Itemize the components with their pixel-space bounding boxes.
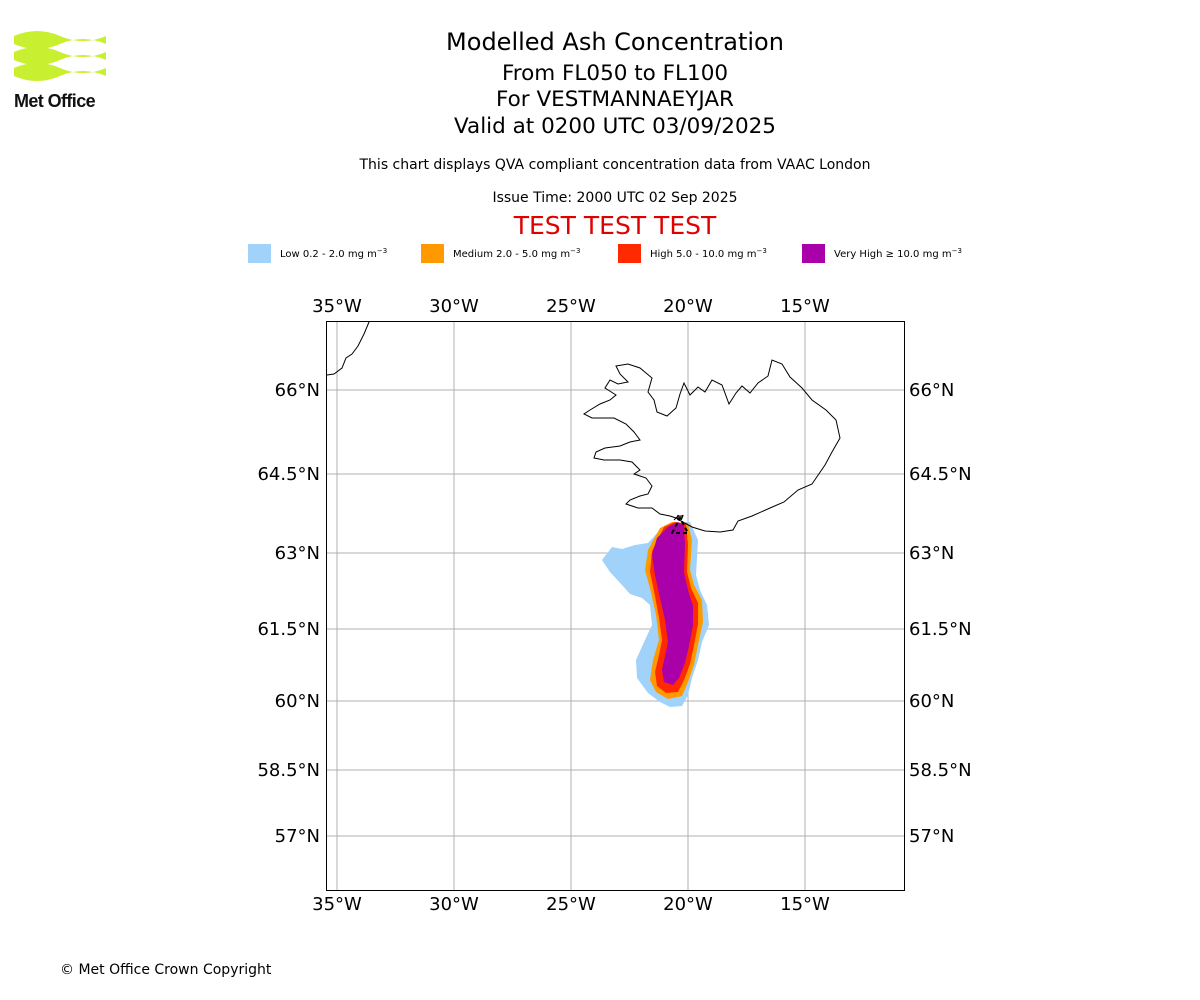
lon-label-top: 15°W (780, 296, 830, 317)
map-grid (327, 322, 904, 890)
lon-label-bottom: 35°W (312, 894, 362, 915)
map-frame (326, 321, 905, 891)
longitude-labels-bottom: 35°W 30°W 25°W 20°W 15°W (312, 894, 830, 915)
legend-swatch-low (248, 244, 271, 263)
lon-label-top: 20°W (663, 296, 713, 317)
lon-label-top: 35°W (312, 296, 362, 317)
lat-label-right: 64.5°N (909, 464, 972, 485)
flight-levels: From FL050 to FL100 (501, 61, 729, 86)
lat-label-left: 60°N (275, 691, 320, 712)
chart-header: Modelled Ash Concentration From FL050 to… (315, 0, 915, 240)
valid-time: Valid at 0200 UTC 03/09/2025 (453, 114, 776, 139)
logo-text: Met Office (14, 91, 96, 111)
lon-label-top: 30°W (429, 296, 479, 317)
lon-label-bottom: 15°W (780, 894, 830, 915)
lat-label-left: 58.5°N (257, 760, 320, 781)
met-office-logo: Met Office (14, 28, 110, 114)
chart-description: This chart displays QVA compliant concen… (359, 157, 871, 173)
lon-label-top: 25°W (546, 296, 596, 317)
legend-swatch-very-high (802, 244, 825, 263)
copyright-notice: © Met Office Crown Copyright (60, 962, 272, 978)
legend-exponent: −3 (376, 247, 388, 255)
iceland-coast (583, 359, 841, 533)
met-office-waves-icon (14, 31, 106, 81)
latitude-labels-left: 66°N 64.5°N 63°N 61.5°N 60°N 58.5°N 57°N (257, 380, 320, 847)
legend-label-high: High 5.0 - 10.0 mg m (650, 249, 757, 260)
lat-label-left: 64.5°N (257, 464, 320, 485)
issue-time: Issue Time: 2000 UTC 02 Sep 2025 (492, 190, 738, 206)
legend-exponent: −3 (756, 247, 767, 255)
lat-label-right: 57°N (909, 826, 954, 847)
legend-label-very-high: Very High ≥ 10.0 mg m (834, 249, 952, 260)
ash-very-high-area (652, 522, 693, 685)
lat-label-right: 63°N (909, 543, 954, 564)
lat-label-left: 57°N (275, 826, 320, 847)
lat-label-right: 60°N (909, 691, 954, 712)
chart-title: Modelled Ash Concentration (446, 28, 784, 56)
lat-label-left: 66°N (275, 380, 320, 401)
lon-label-bottom: 30°W (429, 894, 479, 915)
legend-exponent: −3 (951, 247, 962, 255)
lat-label-right: 61.5°N (909, 619, 972, 640)
lon-label-bottom: 20°W (663, 894, 713, 915)
legend-exponent: −3 (570, 247, 581, 255)
greenland-coast (326, 321, 370, 376)
volcano-icon (670, 514, 690, 534)
latitude-labels-right: 66°N 64.5°N 63°N 61.5°N 60°N 58.5°N 57°N (909, 380, 972, 847)
lat-label-right: 66°N (909, 380, 954, 401)
volcano-name: For VESTMANNAEYJAR (496, 87, 734, 112)
lat-label-right: 58.5°N (909, 760, 972, 781)
legend-swatch-high (618, 244, 641, 263)
legend-label-medium: Medium 2.0 - 5.0 mg m (453, 249, 571, 260)
lat-label-left: 63°N (275, 543, 320, 564)
longitude-labels-top: 35°W 30°W 25°W 20°W 15°W (312, 296, 830, 317)
lon-label-bottom: 25°W (546, 894, 596, 915)
test-banner: TEST TEST TEST (513, 211, 717, 240)
legend-label-low: Low 0.2 - 2.0 mg m (280, 249, 377, 260)
legend-swatch-medium (421, 244, 444, 263)
lat-label-left: 61.5°N (257, 619, 320, 640)
